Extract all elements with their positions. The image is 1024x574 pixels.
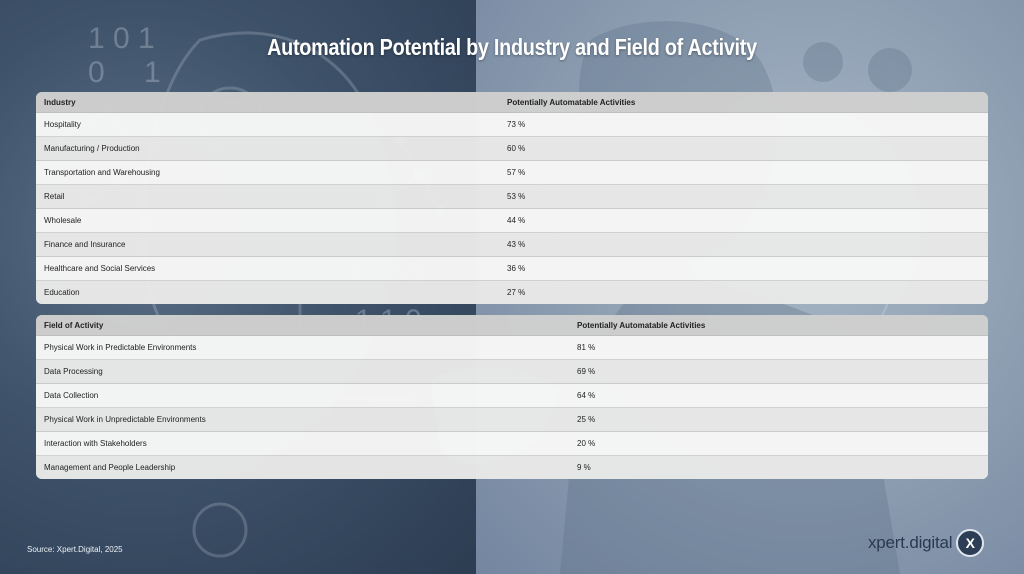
row-label-cell: Physical Work in Unpredictable Environme… xyxy=(36,407,569,432)
brand-name: xpert.digital xyxy=(868,533,953,552)
row-label-cell: Wholesale xyxy=(36,208,499,233)
row-label-cell: Interaction with Stakeholders xyxy=(36,431,569,456)
field-of-activity-table: Field of Activity Potentially Automatabl… xyxy=(36,315,988,479)
table-row: Physical Work in Unpredictable Environme… xyxy=(36,407,988,432)
table-row: Finance and Insurance 43 % xyxy=(36,232,988,257)
table-row: Data Collection 64 % xyxy=(36,383,988,408)
source-note: Source: Xpert.Digital, 2025 xyxy=(27,545,123,554)
percentage-cell: 53 % xyxy=(499,184,988,209)
table-row: Manufacturing / Production 60 % xyxy=(36,136,988,161)
table-row: Interaction with Stakeholders 20 % xyxy=(36,431,988,456)
column-header-industry: Industry xyxy=(36,92,499,113)
percentage-cell: 57 % xyxy=(499,160,988,185)
table-row: Education 27 % xyxy=(36,280,988,304)
percentage-cell: 60 % xyxy=(499,136,988,161)
chart-title: Automation Potential by Industry and Fie… xyxy=(267,34,757,60)
svg-text:1: 1 xyxy=(144,56,161,89)
table-row: Transportation and Warehousing 57 % xyxy=(36,160,988,185)
brand-logo[interactable]: xpert.digital X xyxy=(868,529,985,557)
row-label-cell: Transportation and Warehousing xyxy=(36,160,499,185)
row-label-cell: Data Processing xyxy=(36,359,569,384)
table-row: Healthcare and Social Services 36 % xyxy=(36,256,988,281)
percentage-cell: 81 % xyxy=(569,335,988,360)
svg-text:0: 0 xyxy=(88,56,105,89)
row-label-cell: Healthcare and Social Services xyxy=(36,256,499,281)
row-label-cell: Data Collection xyxy=(36,383,569,408)
brand-x-icon: X xyxy=(956,529,985,557)
table-row: Retail 53 % xyxy=(36,184,988,209)
percentage-cell: 36 % xyxy=(499,256,988,281)
svg-text:1 0 1: 1 0 1 xyxy=(88,22,155,55)
table-row: Physical Work in Predictable Environment… xyxy=(36,335,988,360)
table-row: Wholesale 44 % xyxy=(36,208,988,233)
percentage-cell: 20 % xyxy=(569,431,988,456)
percentage-cell: 27 % xyxy=(499,280,988,304)
row-label-cell: Education xyxy=(36,280,499,304)
table-row: Hospitality 73 % xyxy=(36,112,988,137)
row-label-cell: Management and People Leadership xyxy=(36,455,569,479)
row-label-cell: Finance and Insurance xyxy=(36,232,499,257)
row-label-cell: Hospitality xyxy=(36,112,499,137)
table-header-row: Industry Potentially Automatable Activit… xyxy=(36,92,988,113)
table-row: Management and People Leadership 9 % xyxy=(36,455,988,479)
row-label-cell: Retail xyxy=(36,184,499,209)
table-row: Data Processing 69 % xyxy=(36,359,988,384)
column-header-field-of-activity: Field of Activity xyxy=(36,315,569,336)
row-label-cell: Physical Work in Predictable Environment… xyxy=(36,335,569,360)
column-header-automatable-activities: Potentially Automatable Activities xyxy=(499,92,988,113)
percentage-cell: 43 % xyxy=(499,232,988,257)
row-label-cell: Manufacturing / Production xyxy=(36,136,499,161)
percentage-cell: 44 % xyxy=(499,208,988,233)
industry-table: Industry Potentially Automatable Activit… xyxy=(36,92,988,304)
percentage-cell: 64 % xyxy=(569,383,988,408)
percentage-cell: 73 % xyxy=(499,112,988,137)
percentage-cell: 9 % xyxy=(569,455,988,479)
percentage-cell: 25 % xyxy=(569,407,988,432)
table-header-row: Field of Activity Potentially Automatabl… xyxy=(36,315,988,336)
column-header-automatable-activities: Potentially Automatable Activities xyxy=(569,315,988,336)
percentage-cell: 69 % xyxy=(569,359,988,384)
